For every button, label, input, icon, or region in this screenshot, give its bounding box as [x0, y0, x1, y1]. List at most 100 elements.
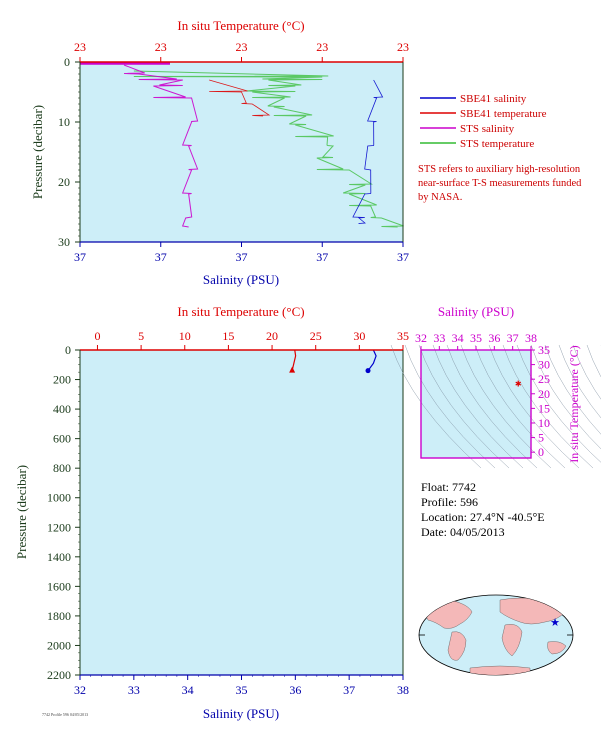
bottom-line-sbe41-temperature	[291, 349, 297, 371]
top-sal-tick-label: 37	[316, 250, 328, 264]
ts-sal-axis-title: Salinity (PSU)	[438, 304, 514, 319]
ts-density-contour	[530, 344, 601, 450]
bottom-temp-tick-label: 30	[353, 329, 365, 343]
float-info: Float: 7742 Profile: 596 Location: 27.4°…	[421, 480, 545, 540]
ts-temp-tick-label: 35	[538, 343, 550, 357]
ts-density-contour	[488, 344, 580, 469]
legend-label: STS temperature	[460, 138, 534, 150]
bottom-temp-tick-label: 25	[310, 329, 322, 343]
location: Location: 27.4°N -40.5°E	[421, 510, 545, 524]
bottom-profile-panel: 0 5 10 15 20 25 30 35 32 33 34 35 36 37 38 0 200 400 600 80…	[14, 304, 409, 721]
date: Date: 04/05/2013	[421, 525, 505, 539]
ts-density-contour	[558, 344, 601, 419]
ts-plot-area	[421, 350, 531, 458]
legend-label: SBE41 temperature	[460, 108, 547, 120]
bottom-sal-tick-label: 33	[128, 683, 140, 697]
bottom-pressure-axis-title: Pressure (decibar)	[14, 465, 29, 559]
bottom-temp-tick-label: 20	[266, 329, 278, 343]
location-map: ★	[418, 594, 574, 676]
ts-density-contour	[474, 344, 566, 469]
top-pressure-tick-label: 30	[58, 235, 70, 249]
ts-sal-tick-label: 38	[525, 331, 537, 345]
bottom-temp-end-marker	[289, 366, 296, 373]
ts-temp-tick-label: 25	[538, 372, 550, 386]
top-ticks: 23 23 23 23 23 37 37 37 37 37 0 10 20 30	[58, 40, 409, 264]
ts-temp-tick-label: 5	[538, 431, 544, 445]
ts-density-contour	[544, 344, 601, 435]
profile-number: Profile: 596	[421, 495, 478, 509]
bottom-temp-tick-label: 5	[138, 329, 144, 343]
top-series	[80, 62, 404, 228]
top-pressure-tick-label: 20	[58, 175, 70, 189]
ts-sal-tick-label: 37	[507, 331, 519, 345]
ts-density-contour	[432, 344, 524, 469]
top-sal-tick-label: 37	[155, 250, 167, 264]
ts-point: ✱	[515, 380, 522, 389]
legend-label: SBE41 salinity	[460, 93, 527, 105]
top-line-sts-temperature	[133, 70, 404, 228]
bottom-temp-tick-label: 10	[179, 329, 191, 343]
footer-tiny: 7742 Profile 596 04/05/2013	[42, 712, 89, 717]
top-pressure-axis-title: Pressure (decibar)	[30, 105, 45, 199]
top-temp-tick-label: 23	[236, 40, 248, 54]
ts-temp-tick-label: 20	[538, 387, 550, 401]
sts-note: STS refers to auxiliary high-resolution …	[418, 164, 582, 203]
ts-density-contour	[390, 344, 482, 469]
bottom-sal-tick-label: 32	[74, 683, 86, 697]
bottom-pressure-tick-label: 1200	[47, 520, 71, 534]
top-sal-tick-label: 37	[236, 250, 248, 264]
bottom-sal-tick-label: 38	[397, 683, 409, 697]
top-temp-tick-label: 23	[316, 40, 328, 54]
bottom-sal-tick-label: 36	[289, 683, 301, 697]
top-temp-axis-title: In situ Temperature (°C)	[177, 18, 304, 33]
bottom-temp-tick-label: 15	[222, 329, 234, 343]
bottom-sal-tick-label: 35	[236, 683, 248, 697]
ts-density-contour	[460, 344, 552, 469]
bottom-temp-tick-label: 35	[397, 329, 409, 343]
legend: SBE41 salinity SBE41 temperature STS salin…	[420, 93, 547, 150]
bottom-pressure-tick-label: 1800	[47, 609, 71, 623]
ts-sal-tick-label: 34	[452, 331, 464, 345]
bottom-line-sbe41-salinity	[367, 349, 377, 372]
bottom-temp-tick-label: 0	[94, 329, 100, 343]
top-pressure-tick-label: 0	[64, 55, 70, 69]
bottom-pressure-tick-label: 2200	[47, 668, 71, 682]
bottom-pressure-tick-label: 200	[53, 373, 71, 387]
bottom-sal-axis-title: Salinity (PSU)	[203, 706, 279, 721]
ts-density-contour	[446, 344, 538, 469]
bottom-ticks: 0 5 10 15 20 25 30 35 32 33 34 35 36 37 38 0 200 400 600 80…	[47, 329, 409, 697]
top-sal-tick-label: 37	[74, 250, 86, 264]
ts-density-contours	[390, 344, 601, 469]
top-pressure-tick-label: 10	[58, 115, 70, 129]
ts-density-contour	[404, 344, 496, 469]
bottom-sal-tick-label: 37	[343, 683, 355, 697]
bottom-pressure-tick-label: 800	[53, 461, 71, 475]
bottom-plot-area	[80, 350, 403, 675]
ts-temp-tick-label: 30	[538, 358, 550, 372]
ts-sal-tick-label: 32	[415, 331, 427, 345]
ts-density-contour	[502, 344, 594, 469]
top-temp-tick-label: 23	[397, 40, 409, 54]
ts-temp-tick-label: 10	[538, 416, 550, 430]
ts-temp-tick-label: 15	[538, 401, 550, 415]
top-sal-axis-title: Salinity (PSU)	[203, 272, 279, 287]
legend-label: STS salinity	[460, 123, 515, 135]
ts-density-contour	[418, 344, 510, 469]
ts-sal-tick-label: 33	[433, 331, 445, 345]
bottom-pressure-tick-label: 0	[65, 343, 71, 357]
float-id: Float: 7742	[421, 480, 477, 494]
ts-density-contour	[516, 344, 601, 463]
ts-points: ✱	[515, 380, 522, 389]
top-profile-panel: 23 23 23 23 23 37 37 37 37 37 0 10 20 30 In situ Temp…	[30, 18, 409, 287]
ts-sal-tick-label: 36	[488, 331, 500, 345]
bottom-pressure-tick-label: 1400	[47, 550, 71, 564]
top-line-sts-salinity	[123, 64, 199, 228]
bottom-sal-end-marker	[365, 368, 371, 374]
top-sal-tick-label: 37	[397, 250, 409, 264]
ts-density-contour	[572, 344, 601, 400]
bottom-pressure-tick-label: 1000	[47, 491, 71, 505]
bottom-sal-tick-label: 34	[182, 683, 194, 697]
